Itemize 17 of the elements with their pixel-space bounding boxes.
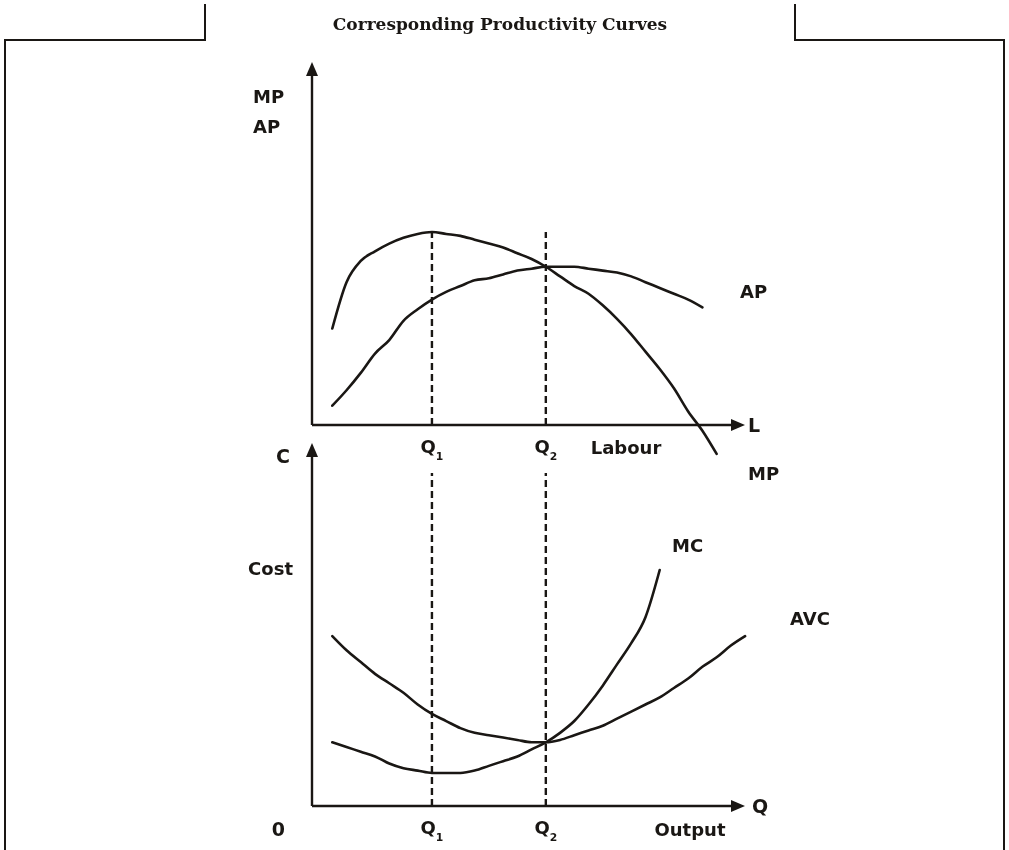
series-label: MC — [672, 535, 704, 556]
y-axis-title: Cost — [248, 558, 294, 579]
x-tick-label: Q$_{2}$ — [534, 817, 558, 844]
x-axis-title: Labour — [590, 437, 662, 458]
text: C — [276, 445, 290, 467]
text: Q — [752, 795, 769, 817]
x-axis-title: Output — [654, 819, 726, 840]
text: L — [748, 414, 761, 436]
y-axis-title: MP AP — [253, 86, 285, 137]
x-tick-label: Q$_{1}$ — [420, 817, 444, 844]
text: AP — [740, 281, 768, 302]
text: AVC — [790, 608, 830, 629]
text: 0 — [271, 818, 285, 840]
series-label: MP — [748, 463, 780, 484]
chart-title: Corresponding Productivity Curves — [332, 14, 668, 34]
x-tick-label: Q$_{1}$ — [420, 436, 444, 463]
x-tick-label: Q$_{2}$ — [534, 436, 558, 463]
